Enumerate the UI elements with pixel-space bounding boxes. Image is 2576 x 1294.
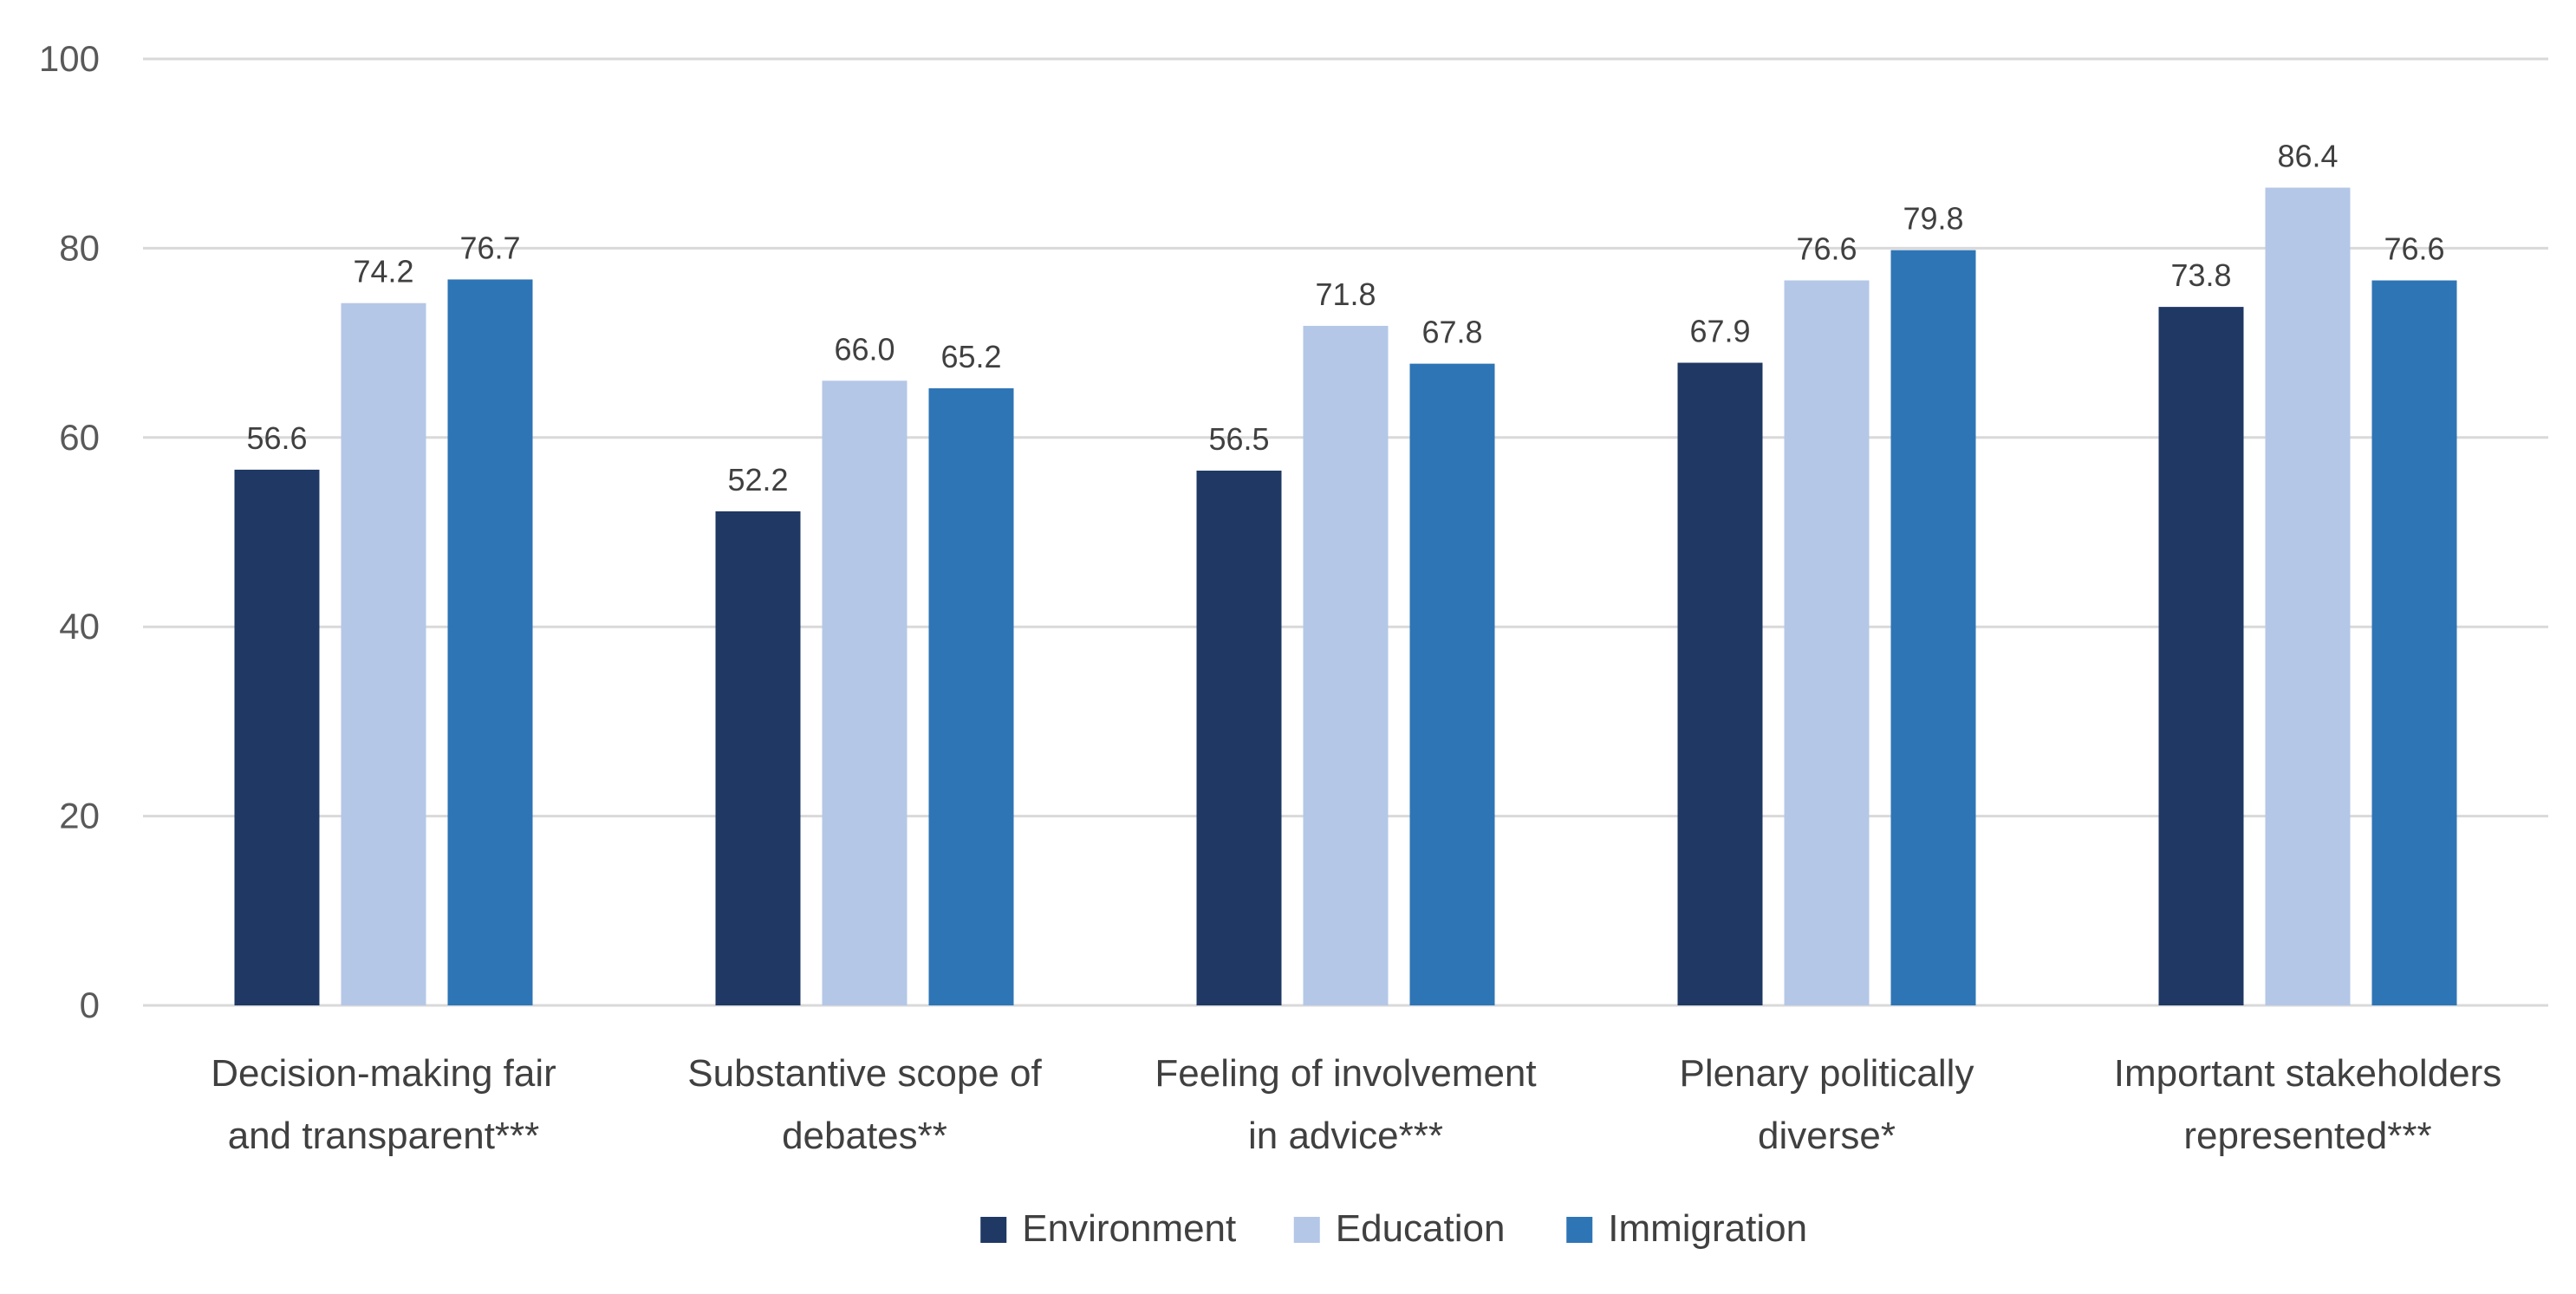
data-label: 56.5 xyxy=(1208,421,1269,457)
category-label: Decision-making fair xyxy=(211,1052,556,1095)
bar-immigration xyxy=(447,279,533,1005)
category-label: represented*** xyxy=(2183,1115,2431,1157)
data-label: 71.8 xyxy=(1315,276,1376,312)
bar-education xyxy=(1784,280,1870,1005)
legend-label-environment: Environment xyxy=(1022,1207,1236,1250)
bar-education xyxy=(1303,325,1389,1006)
category-label: Plenary politically xyxy=(1680,1052,1974,1095)
legend-swatch-education xyxy=(1293,1217,1320,1243)
legend-label-immigration: Immigration xyxy=(1608,1207,1807,1250)
legend-swatch-immigration xyxy=(1566,1217,1593,1243)
y-tick-label: 0 xyxy=(80,985,100,1025)
data-labels: 56.6 74.2 76.7 52.2 66.0 65.2 56.5 71.8 67.8 67.9… xyxy=(246,139,2444,497)
data-label: 76.6 xyxy=(1796,231,1857,267)
data-label: 76.7 xyxy=(459,230,520,265)
bar-education xyxy=(822,380,907,1005)
data-label: 79.8 xyxy=(1903,201,1963,237)
data-label: 67.9 xyxy=(1689,314,1750,349)
legend-label-education: Education xyxy=(1336,1207,1506,1250)
bars xyxy=(234,187,2457,1006)
category-label: Feeling of involvement xyxy=(1155,1052,1536,1095)
category-label: and transparent*** xyxy=(228,1115,540,1157)
data-label: 52.2 xyxy=(727,462,788,497)
bar-immigration xyxy=(1409,363,1495,1005)
bar-immigration xyxy=(1890,250,1976,1006)
bar-immigration xyxy=(2371,280,2457,1005)
bar-environment xyxy=(1196,471,1282,1005)
y-tick-label: 80 xyxy=(59,227,100,268)
data-label: 76.6 xyxy=(2384,231,2444,267)
category-label: in advice*** xyxy=(1248,1115,1443,1157)
bar-immigration xyxy=(928,388,1014,1005)
bar-environment xyxy=(234,469,320,1005)
y-tick-label: 60 xyxy=(59,417,100,458)
bar-environment xyxy=(715,510,801,1005)
data-label: 56.6 xyxy=(246,420,307,456)
legend-swatch-environment xyxy=(980,1217,1007,1243)
category-label: Important stakeholders xyxy=(2114,1052,2502,1095)
legend: Environment Education Immigration xyxy=(980,1207,1807,1250)
category-label: diverse* xyxy=(1758,1115,1896,1157)
y-tick-label: 20 xyxy=(59,796,100,836)
bar-education xyxy=(341,302,426,1006)
category-label: Substantive scope of xyxy=(687,1052,1042,1095)
category-label: debates** xyxy=(782,1115,947,1157)
y-axis: 0 20 40 60 80 100 xyxy=(39,38,100,1025)
data-label: 67.8 xyxy=(1421,315,1482,350)
bar-education xyxy=(2265,187,2351,1006)
x-axis: Decision-making fair and transparent*** Su… xyxy=(211,1052,2501,1157)
y-tick-label: 100 xyxy=(39,38,100,79)
data-label: 86.4 xyxy=(2277,139,2338,174)
data-label: 65.2 xyxy=(940,339,1001,374)
data-label: 66.0 xyxy=(834,331,894,367)
bar-environment xyxy=(2158,307,2244,1005)
bar-environment xyxy=(1677,362,1763,1006)
data-label: 74.2 xyxy=(353,254,413,289)
data-label: 73.8 xyxy=(2170,257,2231,293)
y-tick-label: 40 xyxy=(59,606,100,647)
